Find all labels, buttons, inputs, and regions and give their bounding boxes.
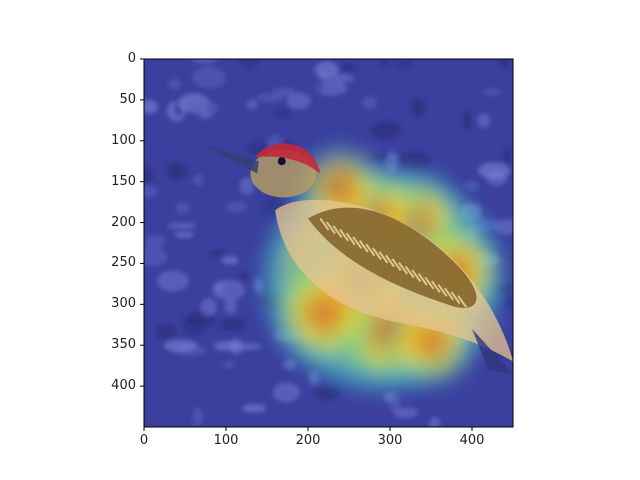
x-tick-label: 0: [139, 433, 149, 448]
y-tick-label: 250: [111, 255, 136, 271]
y-tick-label: 300: [111, 296, 136, 312]
bird-beak: [203, 144, 259, 174]
axes-frame: [143, 58, 514, 428]
x-tick-label: 400: [459, 433, 485, 448]
y-tick-label: 200: [111, 214, 136, 230]
bird-eye: [277, 157, 286, 166]
image-area: [144, 59, 513, 427]
bird-tail: [472, 328, 513, 374]
axes: [140, 58, 514, 431]
x-tick-label: 300: [377, 433, 403, 448]
bird-bars: [319, 217, 468, 308]
x-tick-label: 200: [295, 433, 321, 448]
y-tick-label: 150: [111, 173, 136, 189]
y-tick-label: 350: [111, 337, 136, 353]
bird-subject: [203, 143, 513, 374]
y-tick-label: 100: [111, 132, 136, 148]
y-tick-label: 50: [119, 91, 136, 107]
y-tick-label: 400: [111, 378, 136, 394]
bird-crown: [254, 143, 321, 174]
x-tick-label: 100: [213, 433, 239, 448]
y-tick-label: 0: [127, 51, 136, 66]
